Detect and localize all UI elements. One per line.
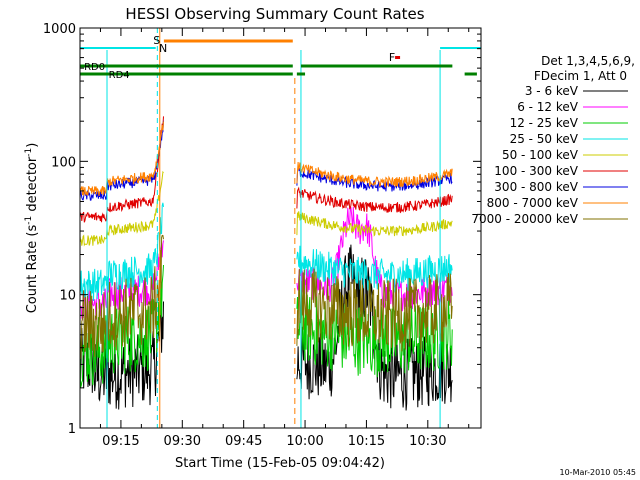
x-tick-label: 09:30 <box>164 434 201 449</box>
x-axis: 09:15 09:30 09:45 10:00 10:15 10:30 <box>99 28 470 449</box>
series-line <box>79 121 164 196</box>
series-line <box>296 161 453 189</box>
y-axis-label-main: Count Rate (s <box>25 225 40 314</box>
legend-title-2: FDecim 1, Att 0 <box>534 69 627 83</box>
legend-label: 3 - 6 keV <box>525 84 579 98</box>
flare-marker <box>395 56 401 59</box>
series-line <box>296 292 453 378</box>
series-line <box>296 211 453 237</box>
series-25-50-kev <box>79 202 453 302</box>
x-tick-label: 10:00 <box>286 434 323 449</box>
y-axis-label: Count Rate (s-1 detector-1) <box>24 143 40 314</box>
legend-label: 800 - 7000 keV <box>487 196 579 210</box>
legend-label: 25 - 50 keV <box>510 132 579 146</box>
legend: 3 - 6 keV 6 - 12 keV 12 - 25 keV 25 - 50 ke… <box>471 84 628 226</box>
x-tick-label: 09:15 <box>102 434 139 449</box>
series-line <box>79 170 164 247</box>
x-tick-label: 09:45 <box>225 434 262 449</box>
series-line <box>296 245 453 293</box>
series-7000-20000-kev <box>79 234 453 359</box>
series-line <box>296 268 453 352</box>
x-tick-label: 10:30 <box>409 434 446 449</box>
legend-label: 300 - 800 keV <box>494 180 578 194</box>
plot-frame <box>79 27 482 429</box>
y-axis: 1 10 100 1000 <box>43 22 481 437</box>
series-300-800-kev <box>79 120 453 201</box>
chart-title: HESSI Observing Summary Count Rates <box>125 5 424 23</box>
series-line <box>79 116 164 223</box>
y-tick-label: 10 <box>59 289 76 304</box>
y-tick-label: 1000 <box>43 22 76 37</box>
x-axis-label: Start Time (15-Feb-05 09:04:42) <box>175 456 385 471</box>
y-axis-label-sup2: -1 <box>24 148 34 157</box>
series-50-100-kev <box>79 170 453 247</box>
legend-label: 100 - 300 keV <box>494 164 578 178</box>
y-axis-label-end: ) <box>25 143 40 148</box>
y-tick-label: 100 <box>51 155 76 170</box>
legend-label: 7000 - 20000 keV <box>471 212 578 226</box>
series-line <box>296 186 453 214</box>
legend-label: 50 - 100 keV <box>502 148 579 162</box>
x-tick-label: 10:15 <box>348 434 385 449</box>
s-label: S <box>153 34 160 47</box>
legend-title-1: Det 1,3,4,5,6,9, <box>541 54 635 68</box>
series-100-300-kev <box>79 116 453 223</box>
y-axis-label-sup: -1 <box>24 216 34 225</box>
rd0-label: RD0 <box>84 62 105 73</box>
n-label: N <box>159 42 167 55</box>
f-label: F <box>389 51 395 64</box>
legend-label: 12 - 25 keV <box>510 116 579 130</box>
y-axis-label-mid: detector <box>25 156 40 216</box>
footer-date: 10-Mar-2010 05:45 <box>560 468 637 477</box>
plot-area: SN F RD0 RD4 <box>79 28 482 428</box>
series-line <box>79 202 164 302</box>
y-tick-label: 1 <box>68 422 76 437</box>
legend-label: 6 - 12 keV <box>517 100 579 114</box>
series-800-7000-kev <box>79 121 453 196</box>
series-line <box>79 234 164 359</box>
rd4-label: RD4 <box>109 70 130 81</box>
